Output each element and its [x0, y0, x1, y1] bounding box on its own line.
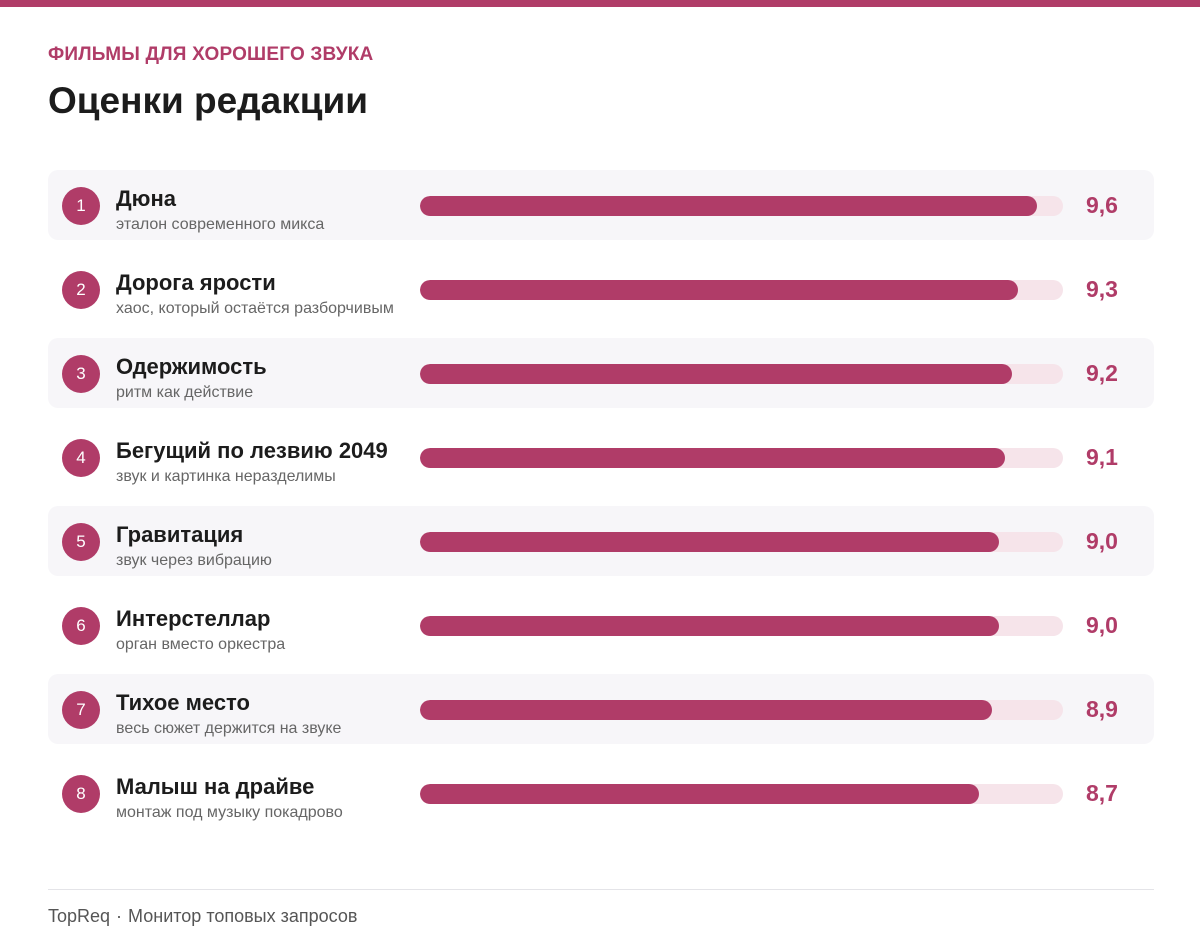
score-bar-track [420, 364, 1063, 384]
page-title: Оценки редакции [48, 80, 368, 121]
rank-badge: 4 [62, 439, 100, 477]
footer-separator: · [116, 906, 123, 926]
film-title: Дюна [116, 186, 176, 211]
ranking-list: 1 Дюна эталон современного микса 9,6 2 Д… [48, 170, 1154, 842]
score-bar-track [420, 700, 1063, 720]
rank-badge: 3 [62, 355, 100, 393]
rank-badge: 2 [62, 271, 100, 309]
film-title: Бегущий по лезвию 2049 [116, 438, 388, 463]
score-bar-track [420, 280, 1063, 300]
score-bar-track [420, 616, 1063, 636]
score-bar [420, 700, 992, 720]
footer-divider [48, 889, 1154, 890]
film-note: хаос, который остаётся разборчивым [116, 300, 394, 317]
film-note: ритм как действие [116, 384, 254, 401]
score-bar [420, 448, 1005, 468]
ranking-row: 8 Малыш на драйве монтаж под музыку пока… [48, 758, 1154, 828]
score-bar [420, 532, 999, 552]
film-title: Гравитация [116, 522, 244, 547]
film-title: Малыш на драйве [116, 774, 315, 799]
film-note: орган вместо оркестра [116, 636, 286, 653]
score-label: 9,0 [1086, 612, 1118, 638]
footer-caption: Монитор топовых запросов [128, 906, 358, 926]
footer: TopReq · Монитор топовых запросов [48, 906, 357, 927]
ranking-row: 6 Интерстеллар орган вместо оркестра 9,0 [48, 590, 1154, 660]
page-kicker: ФИЛЬМЫ ДЛЯ ХОРОШЕГО ЗВУКА [48, 44, 374, 65]
rank-badge: 8 [62, 775, 100, 813]
score-label: 9,0 [1086, 528, 1118, 554]
film-note: звук и картинка неразделимы [116, 468, 336, 485]
rank-badge: 7 [62, 691, 100, 729]
film-note: монтаж под музыку покадрово [116, 804, 343, 821]
film-note: весь сюжет держится на звуке [116, 720, 342, 737]
rank-badge: 5 [62, 523, 100, 561]
score-bar [420, 196, 1037, 216]
film-note: звук через вибрацию [116, 552, 272, 569]
ranking-row: 7 Тихое место весь сюжет держится на зву… [48, 674, 1154, 744]
rank-badge: 6 [62, 607, 100, 645]
ranking-row: 4 Бегущий по лезвию 2049 звук и картинка… [48, 422, 1154, 492]
film-note: эталон современного микса [116, 216, 325, 233]
top-accent-bar [0, 0, 1200, 7]
score-bar-track [420, 196, 1063, 216]
score-bar [420, 616, 999, 636]
score-bar-track [420, 448, 1063, 468]
film-title: Одержимость [116, 354, 267, 379]
ranking-row: 2 Дорога ярости хаос, который остаётся р… [48, 254, 1154, 324]
film-title: Тихое место [116, 690, 250, 715]
score-bar [420, 784, 979, 804]
score-bar [420, 364, 1012, 384]
ranking-row: 1 Дюна эталон современного микса 9,6 [48, 170, 1154, 240]
score-label: 9,1 [1086, 444, 1118, 470]
ranking-row: 5 Гравитация звук через вибрацию 9,0 [48, 506, 1154, 576]
score-bar [420, 280, 1018, 300]
film-title: Интерстеллар [116, 606, 271, 631]
score-bar-track [420, 784, 1063, 804]
rank-badge: 1 [62, 187, 100, 225]
score-label: 8,9 [1086, 696, 1118, 722]
ranking-row: 3 Одержимость ритм как действие 9,2 [48, 338, 1154, 408]
film-title: Дорога ярости [116, 270, 276, 295]
score-bar-track [420, 532, 1063, 552]
score-label: 9,2 [1086, 360, 1118, 386]
score-label: 9,3 [1086, 276, 1118, 302]
score-label: 8,7 [1086, 780, 1118, 806]
score-label: 9,6 [1086, 192, 1118, 218]
footer-brand: TopReq [48, 906, 111, 926]
